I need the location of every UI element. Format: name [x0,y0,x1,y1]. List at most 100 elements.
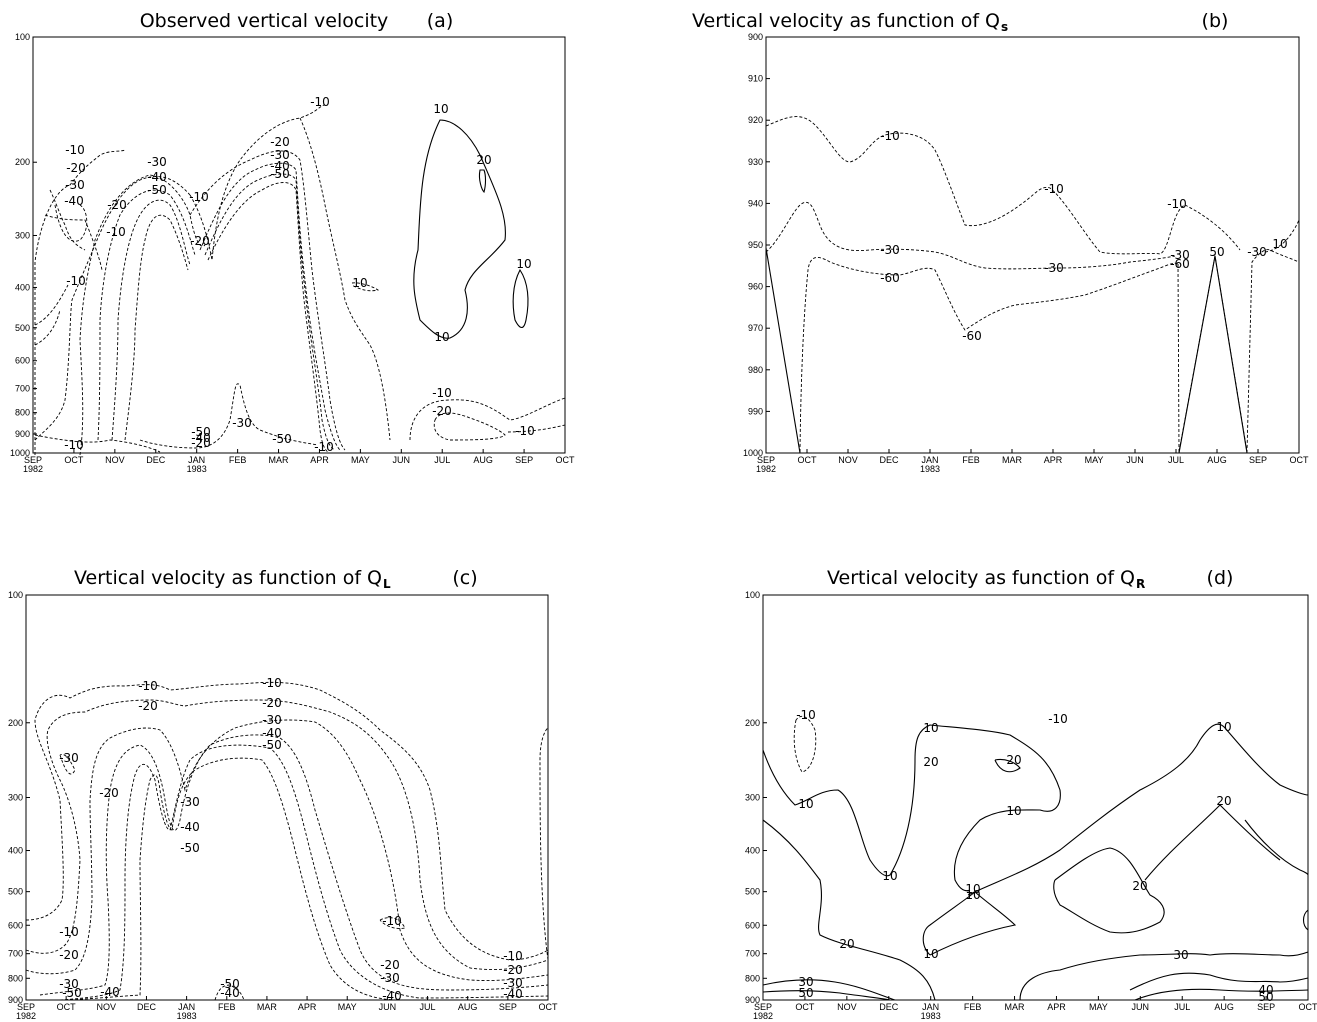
contour-label: -10 [796,708,816,722]
contour-label: -40 [180,820,200,834]
contour-label: -30 [232,416,252,430]
x-tick-label: AUG [458,1002,478,1012]
contour-label: 30 [1173,948,1188,962]
x-tick-label: JUL [1174,1002,1190,1012]
y-tick-label: 700 [15,384,30,394]
y-tick-label: 400 [8,846,23,856]
contour-label: 10 [965,888,980,902]
x-tick-label: MAR [257,1002,278,1012]
contour-label: -50 [272,432,292,446]
contour-label: -30 [1247,245,1267,259]
contour-label: -20 [262,696,282,710]
panel-d-contours [762,716,1309,1001]
x-tick-label: MAY [338,1002,357,1012]
panel-vertical-velocity-qs: Vertical velocity as function of Q s (b)… [692,10,1309,474]
y-tick-label: 600 [745,920,760,930]
contour-label: 10 [798,797,813,811]
panel-c-contours [25,681,549,1001]
contour-label: 20 [476,153,491,167]
panel-b-contour-labels: -10 -10 -10 -30 -60 -30 -60 -30 -60 50 -… [880,129,1287,343]
y-tick-label: 200 [745,718,760,728]
contour-label: -10 [66,274,86,288]
y-tick-label: 800 [15,408,30,418]
x-tick-label: JUN [1132,1002,1150,1012]
panel-d-contour-labels: -10 10 10 20 20 10 10 10 10 20 20 10 20 … [796,708,1273,1004]
contour-label: 50 [1258,990,1273,1004]
contour-label: -20 [191,436,211,450]
x-tick-label: JUN [1126,455,1144,465]
y-tick-label: 300 [8,793,23,803]
x-year-label: 1982 [753,1011,773,1021]
x-tick-label: DEC [879,1002,899,1012]
x-tick-label: JAN [922,1002,939,1012]
y-tick-label: 930 [748,157,763,167]
x-tick-label: FEB [964,1002,982,1012]
y-tick-label: 300 [15,230,30,240]
x-tick-label: NOV [838,455,858,465]
contour-label: -50 [180,841,200,855]
x-tick-label: APR [1044,455,1063,465]
contour-label: 20 [1006,753,1021,767]
contour-label: -30 [59,751,79,765]
panel-vertical-velocity-qr: Vertical velocity as function of Q R (d)… [745,567,1317,1021]
x-tick-label: MAR [1002,455,1023,465]
contour-label: -20 [190,234,210,248]
y-tick-label: 100 [745,590,760,600]
contour-label: -30 [147,155,167,169]
contour-label: 10 [882,869,897,883]
contour-label: -10 [1048,712,1068,726]
contour-label: -50 [262,738,282,752]
contour-label: -30 [270,148,290,162]
contour-label: -10 [1044,182,1064,196]
contour-label: 10 [433,102,448,116]
x-tick-label: FEB [962,455,980,465]
y-tick-label: 950 [748,240,763,250]
contour-label: 10 [1272,237,1287,251]
contour-label: -40 [147,170,167,184]
x-year-label: 1982 [16,1011,36,1021]
contour-label: -30 [380,971,400,985]
contour-label: 10 [1006,804,1021,818]
contour-label: -10 [138,679,158,693]
x-tick-label: NOV [105,455,125,465]
y-tick-label: 800 [8,973,23,983]
x-tick-label: JUL [1168,455,1184,465]
contour-label: -10 [262,676,282,690]
x-tick-label: OCT [64,455,84,465]
panel-c-title: Vertical velocity as function of Q [74,567,382,589]
panel-b-contours [765,116,1300,454]
x-year-label: 1983 [177,1011,197,1021]
contour-label: -40 [220,986,240,1000]
contour-label: -30 [880,243,900,257]
contour-label: -40 [262,726,282,740]
x-tick-label: JUN [379,1002,397,1012]
x-tick-label: DEC [137,1002,157,1012]
contour-label: -60 [1170,257,1190,271]
contour-label: -10 [189,190,209,204]
contour-label: -10 [432,386,452,400]
y-tick-label: 1000 [743,448,763,458]
x-tick-label: SEP [757,455,775,465]
x-tick-label: FEB [218,1002,236,1012]
y-tick-label: 100 [8,590,23,600]
x-tick-label: SEP [515,455,533,465]
x-tick-label: SEP [499,1002,517,1012]
contour-label: -30 [503,976,523,990]
contour-label: 10 [352,276,367,290]
panel-a-label: (a) [427,10,453,32]
contour-label: -40 [100,985,120,999]
y-tick-label: 920 [748,115,763,125]
contour-label: -30 [1170,248,1190,262]
y-tick-label: 960 [748,282,763,292]
contour-label: -30 [262,713,282,727]
contour-label: -40 [503,987,523,1001]
y-tick-label: 100 [15,32,30,42]
contour-label: 10 [965,882,980,896]
x-tick-label: OCT [57,1002,77,1012]
x-tick-label: NOV [837,1002,857,1012]
contour-label: -10 [1167,197,1187,211]
y-tick-label: 900 [748,32,763,42]
x-tick-label: SEP [17,1002,35,1012]
x-year-label: 1983 [920,464,940,474]
